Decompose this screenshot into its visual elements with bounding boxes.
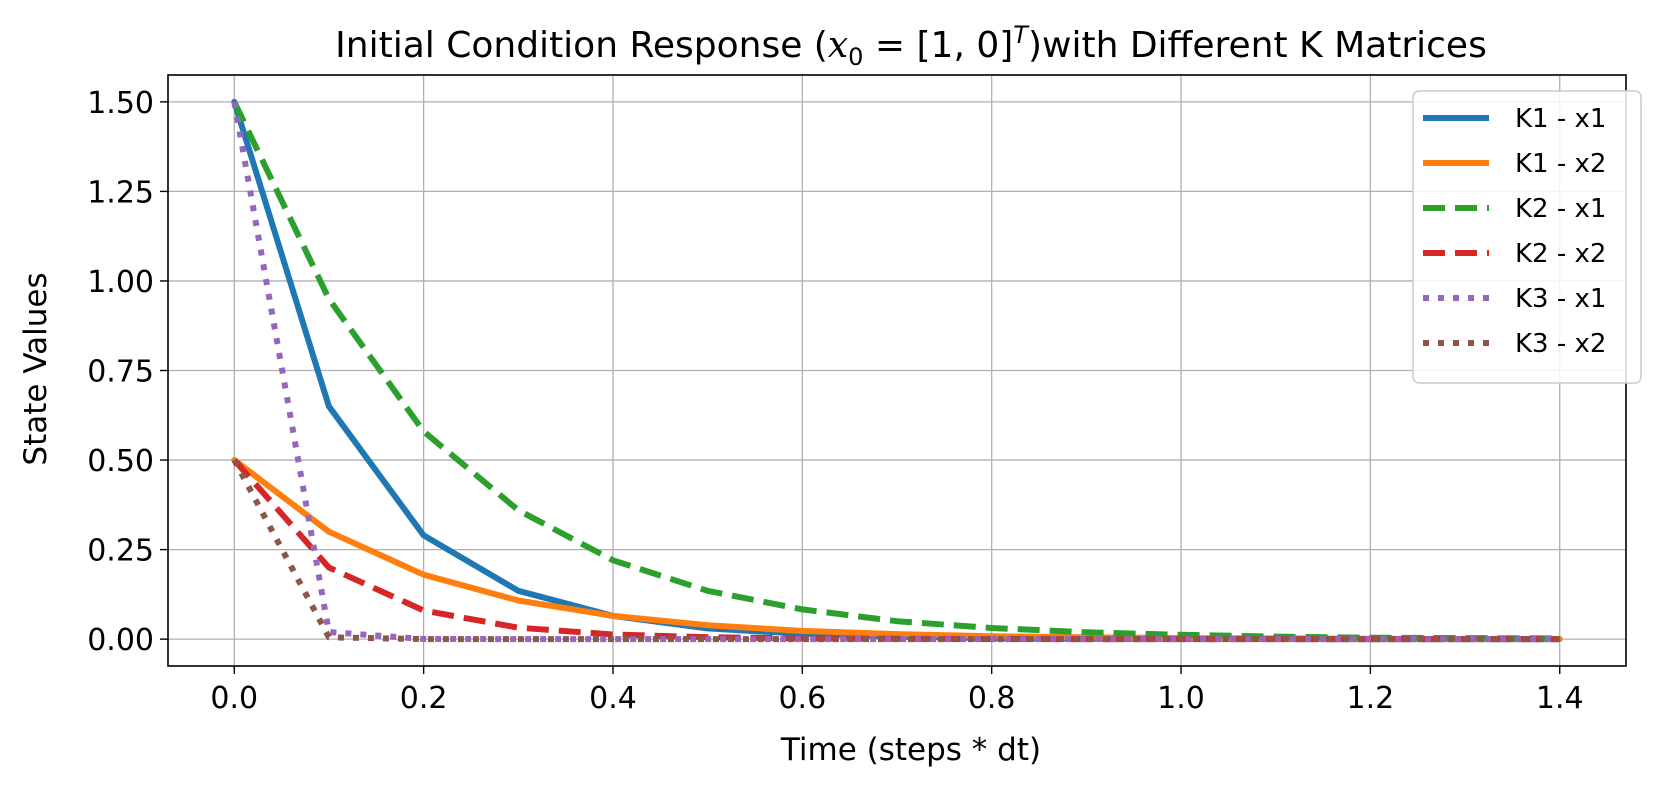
- chart-title-prefix: Initial Condition Response (: [335, 25, 828, 66]
- y-tick-label: 1.25: [87, 175, 154, 210]
- x-tick-label: 1.0: [1157, 681, 1205, 716]
- legend-label: K3 - x2: [1515, 329, 1606, 359]
- y-axis-title: State Values: [18, 272, 54, 465]
- chart-title: Initial Condition Response (x0 = [1, 0]T…: [335, 21, 1487, 71]
- axis-ticks: 0.0 0.2 0.4 0.6 0.8 1.0 1.2 1.4 0.00 0.25 0.50 0.75…: [87, 86, 1583, 716]
- x-tick-label: 0.4: [589, 681, 637, 716]
- legend-label: K3 - x1: [1515, 284, 1606, 314]
- y-tick-label: 1.00: [87, 265, 154, 300]
- series-lines: [231, 98, 1563, 643]
- x-tick-label: 0.0: [210, 681, 258, 716]
- chart-title-equals: = [1, 0]: [863, 25, 1013, 66]
- series-line-k3-x2: [231, 458, 1560, 643]
- grid-lines: [168, 75, 1626, 666]
- x-tick-label: 0.8: [968, 681, 1016, 716]
- x-tick-label: 0.6: [778, 681, 826, 716]
- x-tick-label: 0.2: [400, 681, 448, 716]
- legend: K1 - x1 K1 - x2 K2 - x1 K2 - x2 K3 - x1 K3 - …: [1412, 90, 1642, 384]
- y-tick-label: 1.50: [87, 86, 154, 121]
- legend-label: K1 - x2: [1515, 149, 1606, 179]
- chart-title-suffix: )with Different K Matrices: [1028, 25, 1487, 66]
- y-tick-label: 0.00: [87, 623, 154, 658]
- chart-title-math: x: [828, 25, 848, 66]
- x-tick-label: 1.4: [1536, 681, 1584, 716]
- chart-title-subscript: 0: [848, 43, 863, 71]
- legend-label: K1 - x1: [1515, 104, 1606, 134]
- x-tick-label: 1.2: [1347, 681, 1395, 716]
- legend-label: K2 - x2: [1515, 239, 1606, 269]
- series-line-k3-x1: [231, 101, 1560, 643]
- y-tick-label: 0.25: [87, 534, 154, 569]
- y-tick-label: 0.50: [87, 444, 154, 479]
- legend-label: K2 - x1: [1515, 194, 1606, 224]
- y-tick-label: 0.75: [87, 355, 154, 390]
- chart-title-superscript: T: [1013, 21, 1030, 49]
- x-axis-title: Time (steps * dt): [780, 732, 1041, 768]
